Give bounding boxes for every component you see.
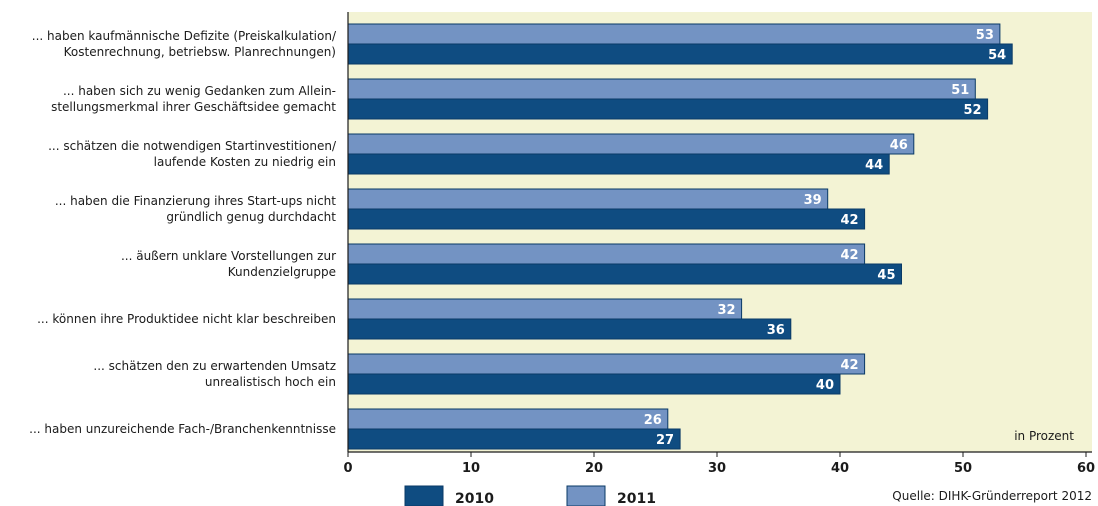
- value-label-2011-3: 39: [804, 193, 822, 208]
- unit-note: in Prozent: [1014, 429, 1074, 443]
- bar-2010-3: [347, 208, 866, 230]
- legend-label-2010: 2010: [455, 491, 494, 506]
- category-label-6: ... schätzen den zu erwartenden Umsatz un…: [93, 359, 336, 389]
- category-label-4: ... äußern unklare Vorstellungen zur Kund…: [121, 249, 336, 279]
- value-label-2011-6: 42: [841, 358, 859, 373]
- bar-2011-3: [347, 188, 829, 210]
- category-label-line: unrealistisch hoch ein: [205, 375, 336, 389]
- bar-2011-7: [347, 408, 669, 430]
- bar-2010-6: [347, 373, 841, 395]
- value-label-2011-0: 53: [976, 28, 994, 43]
- category-label-line: ... schätzen die notwendigen Startinvest…: [48, 139, 337, 153]
- category-label-line: ... äußern unklare Vorstellungen zur: [121, 249, 336, 263]
- category-label-line: Kundenzielgruppe: [228, 265, 336, 279]
- value-labels-group: 53 54 51 52 46 44 39 42 42 45 32 36 42 40 26 27: [644, 28, 1006, 448]
- source-note: Quelle: DIHK-Gründerreport 2012: [892, 489, 1092, 503]
- category-label-7: ... haben unzureichende Fach-/Branchenke…: [29, 422, 336, 436]
- bar-2010-4: [347, 263, 902, 285]
- category-label-line: ... schätzen den zu erwartenden Umsatz: [93, 359, 336, 373]
- value-label-2010-6: 40: [816, 378, 834, 393]
- value-label-2011-4: 42: [841, 248, 859, 263]
- value-label-2010-0: 54: [988, 48, 1006, 63]
- value-label-2011-5: 32: [718, 303, 736, 318]
- bar-2010-5: [347, 318, 792, 340]
- category-label-line: gründlich genug durchdacht: [166, 210, 336, 224]
- category-label-0: ... haben kaufmännische Defizite (Preisk…: [32, 29, 337, 59]
- bar-2011-5: [347, 298, 743, 320]
- bar-2011-6: [347, 353, 866, 375]
- bar-2010-2: [347, 153, 890, 175]
- category-label-line: ... haben sich zu wenig Gedanken zum All…: [63, 84, 336, 98]
- category-label-line: stellungsmerkmal ihrer Geschäftsidee gem…: [51, 100, 336, 114]
- value-label-2011-7: 26: [644, 413, 662, 428]
- x-tick-label-0: 0: [343, 461, 352, 476]
- legend: 2010 2011: [404, 485, 656, 506]
- legend-swatch-2010: [404, 485, 444, 506]
- value-label-2010-2: 44: [865, 158, 883, 173]
- bar-2010-7: [347, 428, 681, 450]
- category-label-line: laufende Kosten zu niedrig ein: [154, 155, 336, 169]
- x-tick-label-60: 60: [1077, 461, 1095, 476]
- bar-2010-0: [347, 43, 1013, 65]
- value-label-2010-4: 45: [877, 268, 895, 283]
- category-label-1: ... haben sich zu wenig Gedanken zum All…: [51, 84, 336, 114]
- value-label-2011-2: 46: [890, 138, 908, 153]
- value-label-2010-3: 42: [841, 213, 859, 228]
- value-label-2010-5: 36: [767, 323, 785, 338]
- x-tick-label-40: 40: [831, 461, 849, 476]
- x-tick-label-50: 50: [954, 461, 972, 476]
- category-label-line: ... haben kaufmännische Defizite (Preisk…: [32, 29, 337, 43]
- category-label-5: ... können ihre Produktidee nicht klar b…: [37, 312, 336, 326]
- legend-label-2011: 2011: [617, 491, 656, 506]
- x-tick-label-10: 10: [462, 461, 480, 476]
- category-labels-group: ... haben kaufmännische Defizite (Preisk…: [29, 29, 337, 436]
- x-tick-label-30: 30: [708, 461, 726, 476]
- bar-2011-1: [347, 78, 976, 100]
- legend-swatch-2011: [566, 485, 606, 506]
- bar-2011-4: [347, 243, 866, 265]
- value-label-2010-7: 27: [656, 433, 674, 448]
- value-label-2011-1: 51: [951, 83, 969, 98]
- x-tick-label-20: 20: [585, 461, 603, 476]
- category-label-line: ... haben unzureichende Fach-/Branchenke…: [29, 422, 336, 436]
- category-label-3: ... haben die Finanzierung ihres Start-u…: [55, 194, 336, 224]
- bar-2011-2: [347, 133, 915, 155]
- x-ticks-group: 0 10 20 30 40 50 60: [343, 452, 1095, 476]
- value-label-2010-1: 52: [964, 103, 982, 118]
- category-label-line: ... haben die Finanzierung ihres Start-u…: [55, 194, 336, 208]
- bar-2010-1: [347, 98, 989, 120]
- category-label-line: Kostenrechnung, betriebsw. Planrechnunge…: [64, 45, 336, 59]
- category-label-2: ... schätzen die notwendigen Startinvest…: [48, 139, 337, 169]
- bar-2011-0: [347, 23, 1001, 45]
- category-label-line: ... können ihre Produktidee nicht klar b…: [37, 312, 336, 326]
